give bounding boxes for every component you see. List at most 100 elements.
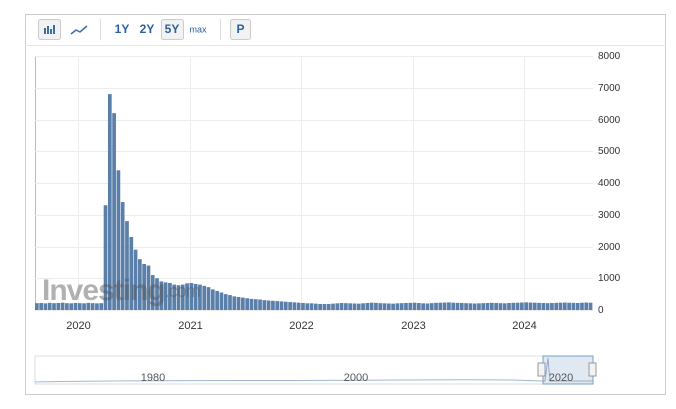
bar (305, 303, 310, 310)
navigator-handle (588, 362, 597, 377)
bar (417, 303, 421, 310)
bar (562, 302, 567, 310)
bar (168, 283, 172, 310)
frame (25, 14, 666, 395)
bar (163, 282, 168, 310)
bar (47, 302, 52, 310)
y-tick-label: 4000 (598, 178, 621, 189)
bar (223, 294, 228, 310)
navigator-handle (537, 362, 546, 377)
y-tick-label: 6000 (598, 115, 621, 126)
bar (133, 249, 138, 310)
bar (73, 303, 78, 310)
bar (206, 287, 211, 310)
bar (116, 170, 121, 310)
line-icon[interactable] (70, 25, 88, 35)
bar (283, 301, 288, 310)
bar (567, 302, 571, 310)
range-button[interactable]: 1Y (115, 22, 130, 36)
navigator-label: 1980 (141, 372, 165, 384)
bar (348, 303, 353, 310)
bar (301, 303, 305, 310)
bar (429, 303, 434, 310)
p-button[interactable] (230, 19, 251, 40)
bar (107, 94, 112, 310)
bar (464, 303, 468, 310)
bar (215, 290, 219, 310)
bar (481, 303, 486, 310)
bar (249, 298, 254, 310)
p-label[interactable]: P (236, 22, 244, 36)
bar (502, 303, 507, 310)
bar (498, 303, 503, 310)
bar (477, 303, 481, 310)
bar (219, 292, 224, 310)
bar (245, 298, 250, 310)
watermark-suffix: .com (165, 281, 200, 301)
bar (395, 303, 400, 310)
bar (314, 303, 318, 310)
bar (455, 302, 460, 310)
bar-icon-button[interactable] (38, 19, 61, 40)
bar (275, 301, 280, 310)
bar (524, 302, 529, 310)
x-tick-label: 2020 (66, 320, 90, 332)
bar (515, 302, 520, 310)
bar (344, 303, 348, 310)
bar (528, 302, 533, 310)
bar (339, 303, 344, 310)
bar (189, 283, 194, 310)
bar (588, 302, 593, 310)
y-tick-label: 5000 (598, 146, 621, 157)
range-button[interactable]: 2Y (140, 22, 155, 36)
bar (365, 303, 370, 310)
bar (537, 302, 541, 310)
bar (391, 303, 395, 310)
bar (451, 302, 456, 310)
bar (335, 303, 340, 310)
x-tick-label: 2024 (512, 320, 536, 332)
bar (52, 303, 56, 310)
bar (253, 299, 258, 310)
range-button[interactable]: max (189, 24, 207, 34)
range-button[interactable]: 5Y (165, 22, 180, 36)
bar (584, 302, 589, 310)
bar (434, 302, 438, 310)
bar (442, 302, 447, 310)
bar (258, 299, 262, 310)
bar (520, 302, 524, 310)
bar (236, 296, 241, 310)
bar (180, 284, 185, 310)
bar (99, 303, 104, 310)
bar (292, 302, 297, 310)
bar (438, 302, 443, 310)
bar (541, 303, 546, 310)
bar (39, 303, 43, 310)
bar (193, 283, 198, 310)
bar (150, 275, 155, 310)
bar (146, 265, 151, 310)
bar (43, 303, 48, 310)
bar (378, 303, 383, 310)
bar (309, 303, 314, 310)
bar (210, 289, 215, 310)
bar (399, 303, 404, 310)
bar (288, 302, 292, 310)
bar (507, 303, 511, 310)
bar (511, 302, 516, 310)
toolbar: P (38, 19, 251, 40)
bar (361, 303, 365, 310)
bar (545, 303, 550, 310)
bar (494, 303, 498, 310)
bar (404, 303, 408, 310)
bar (386, 303, 391, 310)
bar (412, 302, 417, 310)
bar (95, 303, 99, 310)
watermark-main: Investing (42, 274, 165, 307)
bar (421, 303, 425, 310)
bar (86, 302, 91, 310)
bar (142, 263, 146, 310)
bar (459, 303, 464, 310)
bar (532, 302, 537, 310)
